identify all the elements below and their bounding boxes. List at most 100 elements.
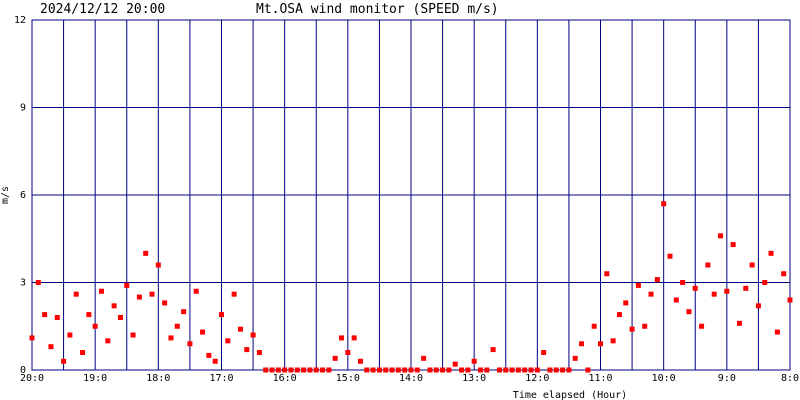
point — [471, 358, 477, 364]
point — [357, 358, 363, 364]
x-tick-label: 10:0 — [652, 373, 676, 384]
x-axis-label: Time elapsed (Hour) — [513, 390, 627, 400]
point — [206, 352, 212, 358]
point — [168, 335, 174, 341]
point — [774, 329, 780, 335]
point — [427, 367, 433, 373]
point — [143, 250, 149, 256]
point — [610, 338, 616, 344]
point — [724, 288, 730, 294]
point — [263, 367, 269, 373]
point — [35, 280, 41, 285]
point — [560, 367, 566, 373]
point — [477, 367, 483, 373]
x-tick-label: 15:0 — [336, 373, 360, 384]
x-tick-label: 8:0 — [781, 373, 799, 384]
point — [566, 367, 572, 373]
point — [313, 367, 319, 373]
point — [301, 367, 307, 373]
point — [699, 323, 705, 329]
chart-title: Mt.OSA wind monitor (SPEED m/s) — [256, 2, 499, 17]
point — [136, 294, 142, 300]
x-tick-label: 9:0 — [718, 373, 736, 384]
point — [515, 367, 521, 373]
point — [155, 262, 161, 268]
point — [370, 367, 376, 373]
point — [275, 367, 281, 373]
point — [629, 326, 635, 332]
point — [718, 233, 724, 239]
x-tick-label: 11:0 — [588, 373, 612, 384]
x-tick-label: 12:0 — [525, 373, 549, 384]
timestamp: 2024/12/12 20:00 — [40, 2, 165, 17]
x-tick-label: 13:0 — [462, 373, 486, 384]
point — [130, 332, 136, 338]
point — [446, 367, 452, 373]
point — [54, 315, 60, 320]
point — [661, 201, 667, 207]
point — [528, 367, 534, 373]
point — [48, 344, 54, 350]
point — [579, 341, 585, 347]
point — [648, 291, 654, 297]
point — [781, 271, 787, 277]
point — [395, 367, 401, 373]
point — [212, 358, 218, 364]
x-tick-label: 19:0 — [83, 373, 107, 384]
point — [743, 285, 749, 291]
point — [484, 367, 490, 373]
point — [572, 355, 578, 361]
point — [522, 367, 528, 373]
point — [730, 242, 736, 248]
point — [73, 291, 79, 297]
point — [105, 338, 111, 344]
point — [98, 288, 104, 294]
point — [459, 367, 465, 373]
point — [705, 262, 711, 268]
point — [351, 335, 357, 341]
point — [389, 367, 395, 373]
point — [67, 332, 73, 338]
point — [642, 323, 648, 329]
point — [117, 315, 123, 320]
point — [496, 367, 502, 373]
point — [686, 309, 692, 315]
point — [433, 367, 439, 373]
point — [326, 367, 332, 373]
point — [339, 335, 345, 341]
point — [256, 350, 262, 355]
point — [345, 350, 351, 355]
point — [667, 253, 673, 259]
point — [320, 367, 326, 373]
point — [61, 358, 67, 364]
y-tick-label: 0 — [20, 365, 26, 376]
x-tick-label: 16:0 — [273, 373, 297, 384]
x-tick-label: 20:0 — [20, 373, 44, 384]
point — [503, 367, 509, 373]
point — [547, 367, 553, 373]
point — [174, 323, 180, 329]
point — [231, 291, 237, 297]
x-tick-label: 17:0 — [209, 373, 233, 384]
y-tick-label: 9 — [20, 103, 26, 114]
point — [654, 277, 660, 283]
y-axis-label: m/s — [0, 186, 11, 204]
point — [680, 280, 686, 285]
point — [623, 300, 629, 306]
point — [414, 367, 420, 373]
point — [29, 335, 35, 341]
point — [187, 341, 193, 347]
point — [282, 367, 288, 373]
x-tick-label: 18:0 — [146, 373, 170, 384]
point — [269, 367, 275, 373]
point — [591, 323, 597, 329]
point — [86, 312, 92, 318]
point — [616, 312, 622, 318]
point — [42, 312, 48, 318]
point — [749, 262, 755, 268]
point — [465, 367, 471, 373]
point — [376, 367, 382, 373]
point — [364, 367, 370, 373]
point — [534, 367, 540, 373]
